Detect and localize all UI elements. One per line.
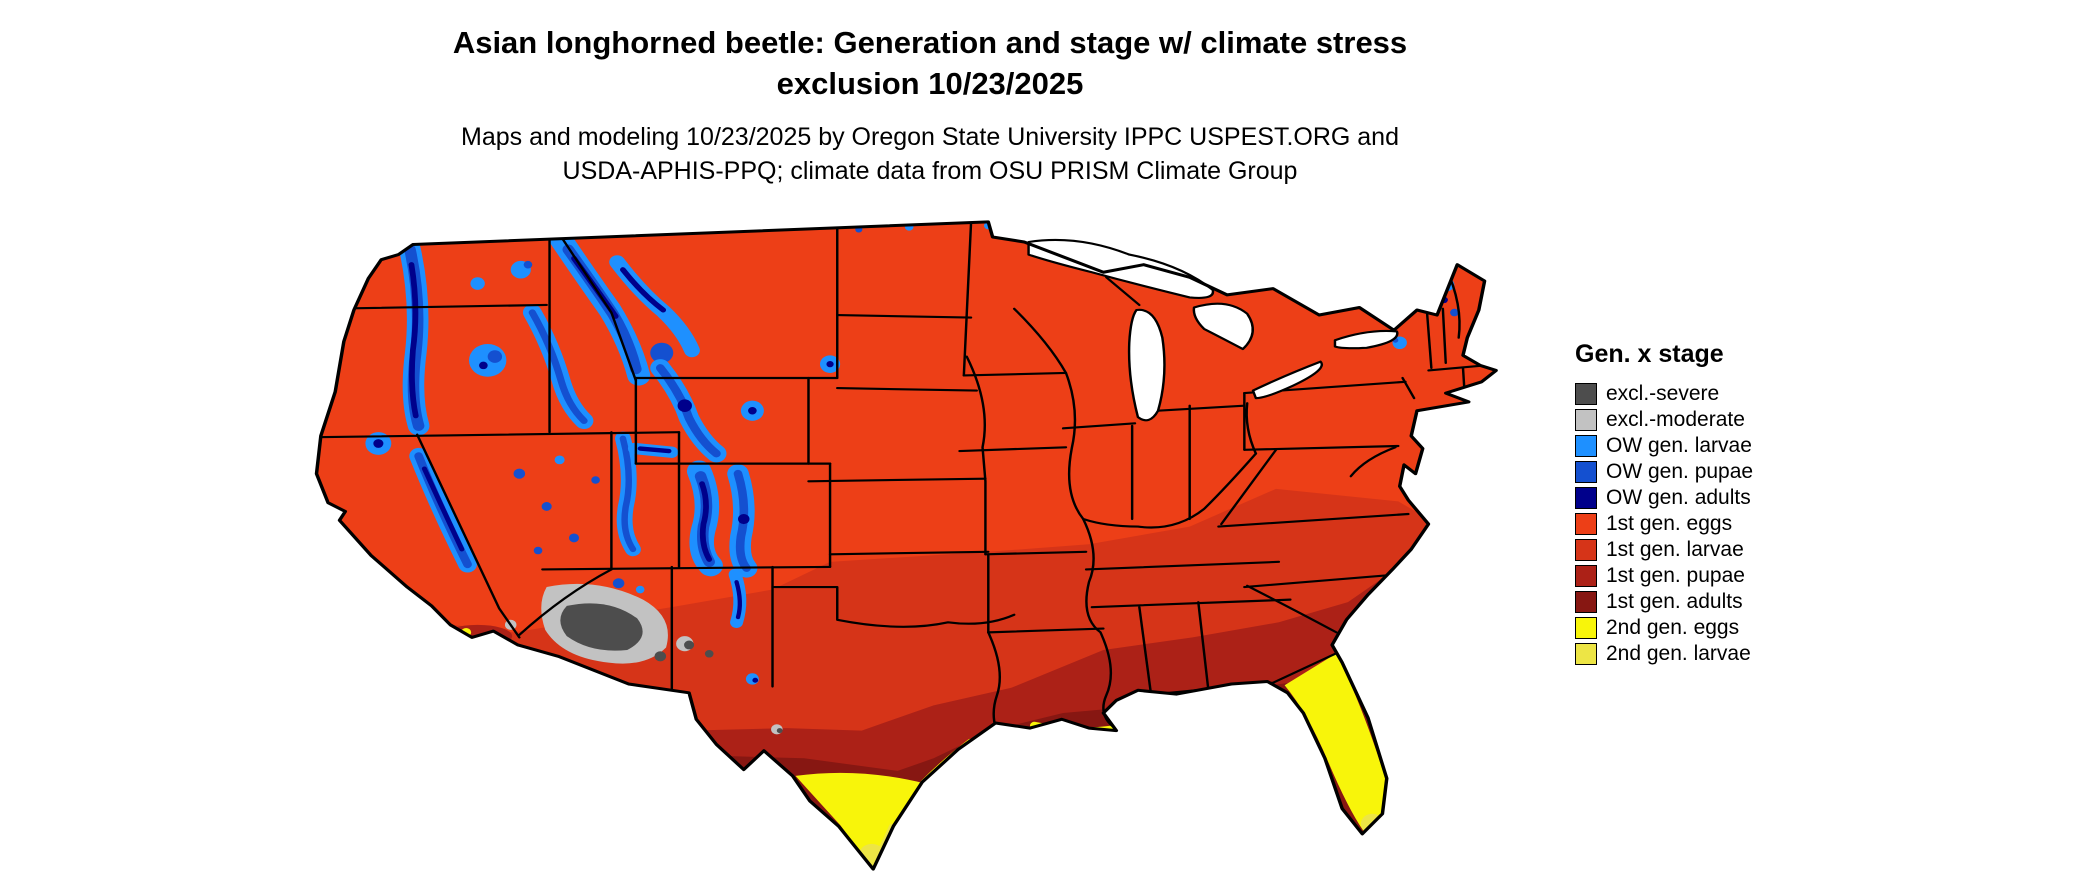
legend-item-excl_severe: excl.-severe [1575, 381, 1753, 407]
legend-swatch [1575, 539, 1597, 561]
region-ow-mountains [342, 221, 1459, 685]
legend-item-g1_larvae: 1st gen. larvae [1575, 537, 1753, 563]
legend-label: 1st gen. eggs [1606, 512, 1733, 535]
region-exclusion [504, 583, 783, 735]
legend-label: 1st gen. pupae [1606, 564, 1745, 587]
region-2nd-eggs-texas [795, 772, 925, 870]
title-line-2: exclusion 10/23/2025 [776, 66, 1084, 101]
title-line-1: Asian longhorned beetle: Generation and … [452, 25, 1408, 60]
legend-swatch [1575, 383, 1597, 405]
legend-label: excl.-severe [1606, 382, 1720, 405]
us-border [314, 220, 1498, 871]
legend-swatch [1575, 461, 1597, 483]
legend-label: excl.-moderate [1606, 408, 1745, 431]
lake-michigan [1127, 308, 1166, 422]
legend-items: excl.-severe excl.-moderate OW gen. larvae… [1575, 381, 1753, 667]
legend-item-excl_moderate: excl.-moderate [1575, 407, 1753, 433]
page-title: Asian longhorned beetle: Generation and … [0, 22, 1860, 104]
lake-ontario [1333, 329, 1399, 350]
legend-item-g2_larvae: 2nd gen. larvae [1575, 641, 1753, 667]
legend-label: 2nd gen. larvae [1606, 642, 1751, 665]
legend-swatch [1575, 409, 1597, 431]
state-borders [316, 222, 1486, 745]
subtitle-line-2: USDA-APHIS-PPQ; climate data from OSU PR… [562, 157, 1298, 185]
subtitle-line-1: Maps and modeling 10/23/2025 by Oregon S… [461, 123, 1399, 151]
region-2nd-eggs-florida [1284, 652, 1386, 832]
legend-swatch [1575, 617, 1597, 639]
legend: Gen. x stage excl.-severe excl.-moderate O… [1575, 340, 1753, 667]
us-map-svg [314, 220, 1498, 871]
legend-item-g1_pupae: 1st gen. pupae [1575, 563, 1753, 589]
legend-swatch [1575, 565, 1597, 587]
legend-swatch [1575, 487, 1597, 509]
legend-swatch [1575, 643, 1597, 665]
legend-label: 1st gen. adults [1606, 590, 1743, 613]
legend-swatch [1575, 591, 1597, 613]
map-subtitle: Maps and modeling 10/23/2025 by Oregon S… [0, 120, 1860, 188]
legend-swatch [1575, 435, 1597, 457]
us-outline [316, 221, 1497, 870]
legend-item-g2_eggs: 2nd gen. eggs [1575, 615, 1753, 641]
lake-huron [1192, 302, 1254, 351]
legend-title: Gen. x stage [1575, 340, 1724, 368]
legend-label: OW gen. larvae [1606, 434, 1752, 457]
us-map [305, 208, 1545, 888]
legend-label: OW gen. pupae [1606, 460, 1754, 483]
lake-erie [1251, 360, 1323, 400]
legend-item-g1_adults: 1st gen. adults [1575, 589, 1753, 615]
legend-item-ow_adults: OW gen. adults [1575, 485, 1753, 511]
legend-swatch [1575, 513, 1597, 535]
legend-item-g1_eggs: 1st gen. eggs [1575, 511, 1753, 537]
legend-label: 1st gen. larvae [1606, 538, 1744, 561]
legend-item-ow_larvae: OW gen. larvae [1575, 433, 1753, 459]
legend-label: OW gen. adults [1606, 486, 1751, 509]
legend-label: 2nd gen. eggs [1606, 616, 1740, 639]
legend-item-ow_pupae: OW gen. pupae [1575, 459, 1753, 485]
